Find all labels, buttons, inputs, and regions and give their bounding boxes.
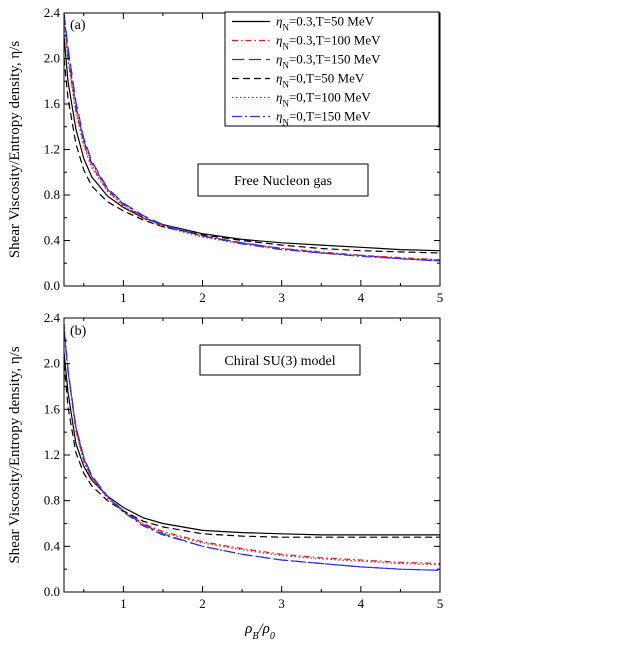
x-tick-label: 5 [437, 596, 444, 611]
x-tick-label: 4 [358, 596, 365, 611]
panel-a: 0.0 0.4 0.8 1.2 1.6 2.0 2.4 1 2 3 4 5 (a) Free Nucleo… [7, 5, 443, 305]
series-line-5 [64, 18, 440, 261]
legend-box [224, 11, 440, 127]
y-tick-label: 0.8 [44, 187, 60, 202]
y-tick-label: 2.4 [44, 5, 61, 20]
x-tick-label: 1 [120, 290, 127, 305]
series-line-4 [64, 363, 440, 538]
y-tick-label: 0.4 [44, 538, 61, 553]
y-tick-label: 2.0 [44, 51, 60, 66]
y-tick-label: 1.6 [44, 401, 61, 416]
y-tick-label: 0.0 [44, 278, 60, 293]
y-tick-label: 2.0 [44, 356, 60, 371]
annotation-text: Free Nucleon gas [234, 174, 332, 189]
y-axis-title: Shear Viscosity/Entropy density, η/s [7, 41, 23, 259]
y-tick-label: 1.2 [44, 142, 60, 157]
series-line-6 [64, 15, 440, 262]
x-axis-title: ρB/ρ0 [244, 621, 275, 642]
x-tick-label: 4 [358, 290, 365, 305]
y-tick-label: 0.0 [44, 584, 60, 599]
y-tick-label: 0.4 [44, 233, 61, 248]
y-tick-label: 1.2 [44, 447, 60, 462]
x-tick-label: 5 [437, 290, 444, 305]
series-group [64, 13, 440, 262]
legend-label: ηN=0,T=50 MeV [276, 71, 365, 90]
series-group [64, 323, 440, 571]
panel-label: (b) [70, 324, 87, 339]
panel-b: 0.0 0.4 0.8 1.2 1.6 2.0 2.4 1 2 3 4 5 (b) Chiral SU(3… [7, 310, 443, 611]
x-tick-label: 2 [199, 596, 206, 611]
x-tick-label: 2 [199, 290, 206, 305]
annotation-text: Chiral SU(3) model [224, 354, 335, 369]
series-line-5 [64, 327, 440, 566]
y-axis-title: Shear Viscosity/Entropy density, η/s [7, 346, 23, 564]
y-tick-label: 2.4 [44, 310, 61, 325]
series-line-3 [64, 13, 440, 262]
x-tick-label: 3 [278, 290, 285, 305]
legend-label: ηN=0.3,T=50 MeV [276, 14, 375, 33]
series-line-1 [64, 352, 440, 536]
y-tick-label: 0.8 [44, 493, 60, 508]
annotation-box [197, 163, 369, 197]
legend-label: ηN=0.3,T=150 MeV [276, 52, 381, 71]
annotation-box [199, 344, 361, 376]
x-tick-label: 1 [120, 596, 127, 611]
legend-label: ηN=0,T=100 MeV [276, 90, 371, 109]
y-tick-label: 1.6 [44, 96, 61, 111]
panel-label: (a) [70, 18, 86, 33]
series-line-6 [64, 331, 440, 571]
legend-label: ηN=0,T=150 MeV [276, 109, 371, 128]
x-tick-label: 3 [278, 596, 285, 611]
legend-label: ηN=0.3,T=100 MeV [276, 33, 381, 52]
